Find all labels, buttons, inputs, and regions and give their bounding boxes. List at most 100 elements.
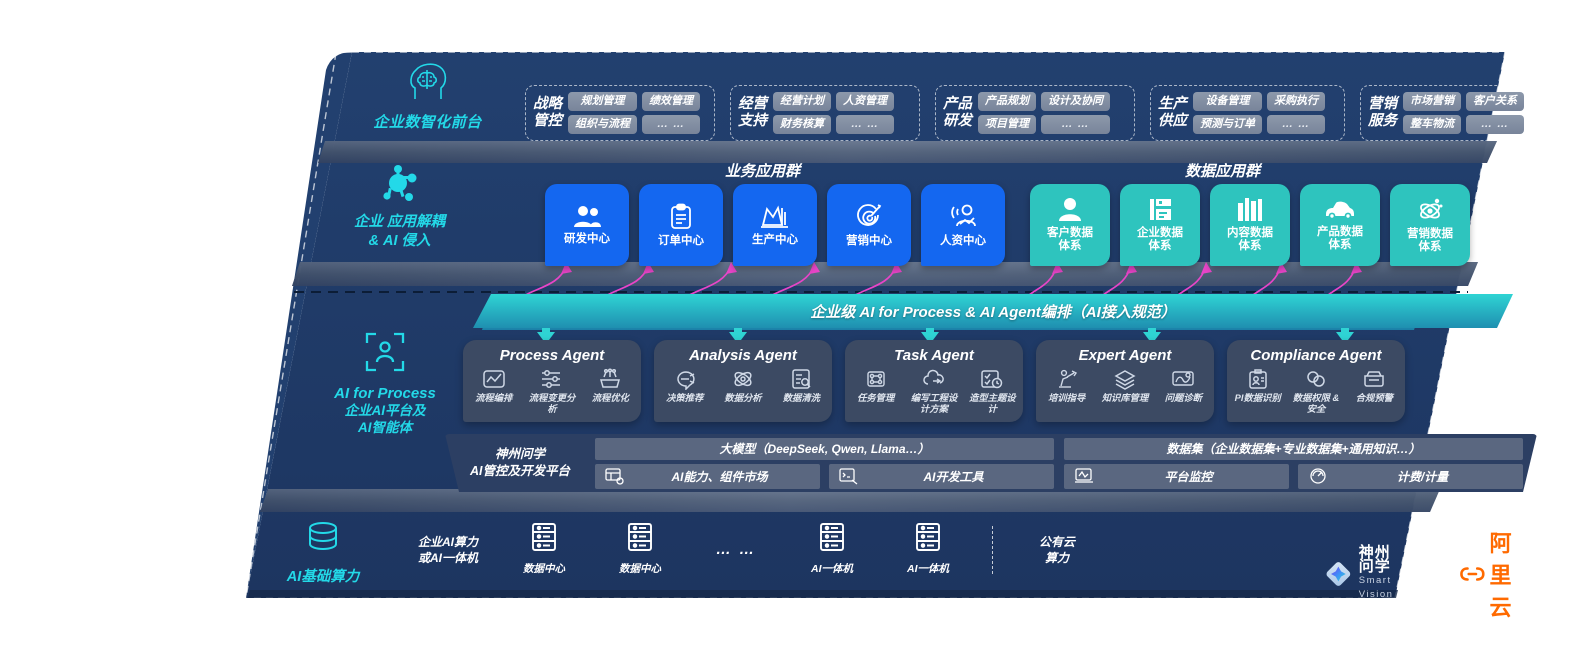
infra-label: AI基础算力 — [286, 569, 360, 585]
agent-items: 任务管理 编写工程设计方案 — [845, 368, 1023, 414]
large-model-bar[interactable]: 大模型（DeepSeek, Qwen, Llama…） — [595, 437, 1054, 460]
ai-process-label-block: AI for Process 企业AI平台及 AI智能体 — [300, 330, 470, 436]
agent-item[interactable]: 流程优化 — [583, 368, 638, 414]
chip[interactable]: 采购执行 — [1267, 92, 1325, 111]
agent-item[interactable]: 知识库管理 — [1097, 368, 1152, 404]
group-product-rnd[interactable]: 产品 研发 产品规划 设计及协同 项目管理 … … — [935, 85, 1135, 141]
dev-tool-icon — [839, 468, 858, 485]
data-card-customer[interactable]: 客户数据 体系 — [1030, 184, 1110, 266]
aliyun-mark-icon — [1459, 567, 1485, 581]
agent-item[interactable]: 造型主题设计 — [965, 368, 1020, 414]
chip[interactable]: 项目管理 — [978, 115, 1036, 134]
chip[interactable]: 绩效管理 — [642, 92, 700, 111]
infra-item-ai-appliance-2[interactable]: AI一体机 — [880, 522, 976, 577]
agent-item[interactable]: 流程变更分析 — [524, 368, 579, 414]
target-icon — [856, 203, 881, 226]
group-strategy[interactable]: 战略 管控 规划管理 绩效管理 组织与流程 … … — [525, 85, 715, 141]
agent-card-expert[interactable]: Expert Agent 培训指导 — [1036, 340, 1214, 422]
platform-cell-component-market[interactable]: AI能力、组件市场 — [595, 463, 820, 489]
agent-card-process[interactable]: Process Agent 流程编排 — [463, 340, 641, 422]
shenzhou-wenxue-logo[interactable]: 神州问学 Smart Vision — [1325, 545, 1407, 602]
agent-item[interactable]: 数据分析 — [715, 368, 770, 404]
chip[interactable]: 规划管理 — [568, 92, 637, 111]
agent-title: Expert Agent — [1078, 347, 1172, 364]
agent-item[interactable]: 流程编排 — [466, 368, 521, 414]
agent-items: 流程编排 流程变更分析 — [463, 368, 641, 414]
agent-card-compliance[interactable]: Compliance Agent PI数据识别 — [1227, 340, 1405, 422]
chip[interactable]: 设备管理 — [1193, 92, 1262, 111]
agent-item[interactable]: 培训指导 — [1039, 368, 1094, 404]
app-card-hr-center[interactable]: 人资中心 — [921, 184, 1005, 266]
group-product-rnd-chips: 产品规划 设计及协同 项目管理 … … — [978, 92, 1110, 134]
agent-item[interactable]: 编写工程设计方案 — [906, 368, 961, 414]
agent-card-task[interactable]: Task Agent 任务管理 — [845, 340, 1023, 422]
chip[interactable]: 客户关系 — [1466, 92, 1524, 111]
platform-col-left: 大模型（DeepSeek, Qwen, Llama…） AI能力、组件市场 — [595, 437, 1054, 489]
chip[interactable]: 市场营销 — [1403, 92, 1461, 111]
server-icon — [532, 523, 556, 551]
group-marketing-service[interactable]: 营销 服务 市场营销 客户关系 整车物流 … … — [1360, 85, 1555, 141]
data-card-label: 企业数据 体系 — [1137, 227, 1183, 252]
chip[interactable]: 组织与流程 — [568, 115, 637, 134]
server-icon — [916, 523, 940, 551]
business-group-heading: 业务应用群 — [725, 163, 801, 180]
person-chart-icon — [951, 204, 976, 226]
data-card-marketing[interactable]: 营销数据 体系 — [1390, 184, 1470, 266]
agent-item[interactable]: 决策推荐 — [657, 368, 712, 404]
chip-more[interactable]: … … — [642, 115, 700, 134]
building-icon — [1149, 199, 1171, 220]
car-icon — [1326, 201, 1354, 219]
agent-item[interactable]: 数据权限 & 安全 — [1288, 368, 1343, 414]
chip[interactable]: 产品规划 — [978, 92, 1036, 111]
data-card-product[interactable]: 产品数据 体系 — [1300, 184, 1380, 266]
agent-item[interactable]: PI数据识别 — [1230, 368, 1285, 414]
agent-item[interactable]: 数据清洗 — [774, 368, 829, 404]
brain-head-icon — [409, 63, 446, 99]
data-card-enterprise[interactable]: 企业数据 体系 — [1120, 184, 1200, 266]
chip[interactable]: 财务核算 — [773, 115, 831, 134]
chip[interactable]: 整车物流 — [1403, 115, 1461, 134]
chip-more[interactable]: … … — [1466, 115, 1524, 134]
group-operations[interactable]: 经营 支持 经营计划 人资管理 财务核算 … … — [730, 85, 920, 141]
infra-items: 企业AI算力 或AI一体机 数据中心 — [400, 522, 1105, 577]
app-card-label: 营销中心 — [846, 234, 892, 247]
agent-items: 决策推荐 数据分析 — [654, 368, 832, 404]
app-card-production-center[interactable]: 生产中心 — [733, 184, 817, 266]
business-app-cards: 研发中心 订单中心 生产中心 — [545, 184, 1005, 266]
data-card-content[interactable]: 内容数据 体系 — [1210, 184, 1290, 266]
data-card-label: 内容数据 体系 — [1227, 227, 1273, 252]
vendor-logos: 神州问学 Smart Vision 阿里云 — [1325, 526, 1572, 622]
chip[interactable]: 人资管理 — [836, 92, 894, 111]
platform-cell-monitor[interactable]: 平台监控 — [1064, 463, 1289, 489]
aliyun-logo[interactable]: 阿里云 — [1459, 526, 1528, 622]
clipboard-icon — [671, 203, 691, 229]
platform-cell-dev-tool[interactable]: AI开发工具 — [829, 463, 1054, 489]
infra-item-datacenter-1[interactable]: 数据中心 — [496, 522, 592, 577]
user-avatar-icon — [1059, 198, 1081, 221]
app-card-rnd-center[interactable]: 研发中心 — [545, 184, 629, 266]
chip-more[interactable]: … … — [1267, 115, 1325, 134]
app-card-order-center[interactable]: 订单中心 — [639, 184, 723, 266]
app-card-marketing-center[interactable]: 营销中心 — [827, 184, 911, 266]
dataset-bar[interactable]: 数据集（企业数据集+专业数据集+通用知识…） — [1064, 437, 1523, 460]
agent-card-analysis[interactable]: Analysis Agent 决策推荐 — [654, 340, 832, 422]
chip-more[interactable]: … … — [1041, 115, 1110, 134]
data-clean-icon — [792, 369, 811, 389]
app-card-label: 研发中心 — [564, 233, 610, 245]
group-production-supply[interactable]: 生产 供应 设备管理 采购执行 预测与订单 … … — [1150, 85, 1345, 141]
agent-item[interactable]: 任务管理 — [848, 368, 903, 414]
chip[interactable]: 设计及协同 — [1041, 92, 1110, 111]
agent-item[interactable]: 合规预警 — [1347, 368, 1402, 414]
ai-orchestration-banner: 企业级 AI for Process & AI Agent编排（AI接入规范） — [473, 294, 1513, 328]
infra-item-more: … … — [715, 540, 757, 558]
layer-front-desk: 企业数智化前台 战略 管控 规划管理 绩效管理 组织与流程 … … 经营 支持 经营… — [345, 55, 1555, 143]
chip-more[interactable]: … … — [836, 115, 894, 134]
infra-item-ai-appliance-1[interactable]: AI一体机 — [784, 522, 880, 577]
person-scan-icon — [365, 332, 405, 372]
platform-left-cells: AI能力、组件市场 AI开发工具 — [595, 463, 1054, 489]
chip[interactable]: 预测与订单 — [1193, 115, 1262, 134]
platform-cell-billing[interactable]: 计费/计量 — [1298, 463, 1523, 489]
agent-item[interactable]: 问题诊断 — [1156, 368, 1211, 404]
chip[interactable]: 经营计划 — [773, 92, 831, 111]
infra-item-datacenter-2[interactable]: 数据中心 — [592, 522, 688, 577]
